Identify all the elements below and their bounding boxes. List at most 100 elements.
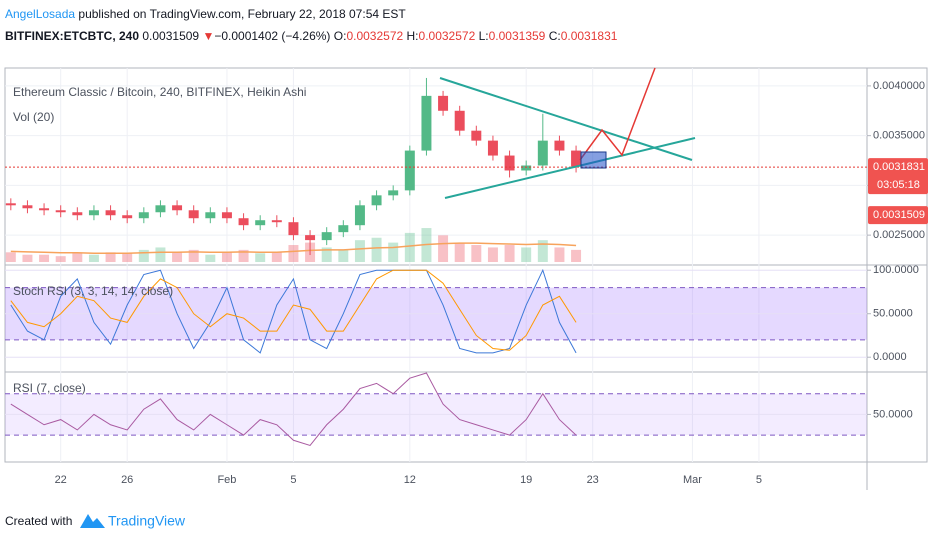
candle-body [205, 212, 216, 219]
volume-legend: Vol (20) [13, 110, 54, 124]
ohlc-value: 0.0032572 [346, 29, 403, 43]
last-price-label: 0.0031831 [873, 161, 925, 173]
candle-body [305, 235, 316, 241]
volume-bar [471, 245, 482, 262]
candle-body [504, 155, 515, 171]
x-tick-label: 5 [756, 474, 762, 486]
volume-bar [55, 256, 66, 262]
candle-body [172, 205, 183, 211]
change: −0.0001402 (−4.26%) [214, 29, 330, 43]
volume-bar [238, 249, 249, 262]
candle-body [138, 212, 149, 219]
pane [5, 372, 867, 447]
indicator-line [10, 372, 577, 447]
volume-bar [404, 232, 415, 262]
candle-body [404, 150, 415, 191]
volume-bar [321, 247, 332, 262]
candle-body [188, 210, 199, 219]
volume-bar [172, 252, 183, 262]
candle-body [271, 220, 282, 223]
y-tick-label: 50.0000 [873, 308, 913, 320]
candle-body [371, 195, 382, 206]
volume-bar [39, 254, 50, 262]
volume-bar [504, 245, 515, 262]
volume-bar [105, 252, 116, 262]
ohlc-value: 0.0032572 [419, 29, 476, 43]
ticker-line: BITFINEX:ETCBTC, 240 0.0031509 ▼−0.00014… [5, 29, 618, 43]
author[interactable]: AngelLosada [5, 7, 75, 21]
countdown-label: 03:05:18 [877, 179, 920, 191]
candle-body [88, 210, 99, 216]
candle-body [571, 150, 582, 167]
symbol: BITFINEX:ETCBTC, 240 [5, 29, 139, 43]
volume-bar [205, 254, 216, 262]
close-price-label: 0.0031509 [873, 209, 925, 221]
volume-bar [155, 247, 166, 262]
x-tick-label: Mar [683, 474, 702, 486]
volume-bar [521, 247, 532, 262]
y-tick-label: 100.0000 [873, 264, 919, 276]
drawings [439, 67, 696, 199]
candle-body [238, 218, 249, 226]
ohlc-value: 0.0031831 [561, 29, 618, 43]
plot-layer: 22 26 Feb 5 12 19 23 Mar 5 0.0040000 0.0035000 0.00… [5, 68, 928, 486]
candle-body [388, 190, 399, 196]
indicator-line [10, 268, 577, 354]
volume-bar [371, 237, 382, 262]
candle-body [122, 215, 133, 219]
candle-body [537, 140, 548, 166]
volume-bar [487, 247, 498, 262]
candle-body [471, 130, 482, 141]
candle-body [55, 210, 66, 213]
candle-body [354, 205, 365, 226]
legend-layer: Ethereum Classic / Bitcoin, 240, BITFINE… [13, 85, 306, 395]
x-tick-label: 5 [290, 474, 296, 486]
candle-body [22, 205, 33, 209]
volume-bar [72, 253, 83, 262]
pane [5, 268, 867, 358]
published: published on TradingView.com, February 2… [75, 7, 406, 21]
volume-bar [255, 253, 266, 262]
volume-bar [271, 252, 282, 262]
volume-ma [10, 242, 577, 255]
volume-bar [388, 242, 399, 262]
ohlc-label: C: [549, 29, 561, 43]
y-tick-label: 0.0040000 [873, 80, 925, 92]
candle-body [487, 140, 498, 156]
candle-body [421, 95, 432, 151]
price: 0.0031509 [142, 29, 199, 43]
candle-body [221, 212, 232, 219]
y-tick-label: 0.0035000 [873, 130, 925, 142]
candle-body [554, 140, 565, 151]
close-label-box [868, 206, 928, 225]
footer-brand[interactable]: TradingView [108, 513, 186, 529]
volume-bar [288, 245, 299, 262]
x-tick-label: 12 [404, 474, 416, 486]
main-title: Ethereum Classic / Bitcoin, 240, BITFINE… [13, 85, 306, 99]
candle-body [288, 222, 299, 236]
candle-body [338, 225, 349, 233]
volume-bar [571, 249, 582, 262]
trendline [444, 137, 696, 199]
x-tick-label: 22 [55, 474, 67, 486]
volume-bar [188, 249, 199, 262]
volume-bar [5, 252, 16, 262]
brand-logo [80, 514, 105, 528]
x-tick-label: 23 [587, 474, 599, 486]
volume-bar [554, 247, 565, 262]
arrow: ▼ [202, 29, 214, 43]
publish-line: AngelLosada published on TradingView.com… [5, 7, 406, 21]
volume-bar [22, 254, 33, 262]
y-tick-label: 50.0000 [873, 408, 913, 420]
ohlc-value: 0.0031359 [489, 29, 546, 43]
candle-body [255, 220, 266, 226]
ohlc-label: L: [479, 29, 489, 43]
volume-bar [88, 254, 99, 262]
price-label-box [868, 158, 928, 195]
candle-body [321, 232, 332, 241]
candle-body [72, 212, 83, 216]
ohlc-label: H: [407, 29, 419, 43]
volume-bar [138, 249, 149, 262]
volume-bar [354, 240, 365, 262]
volume-bar [221, 252, 232, 262]
